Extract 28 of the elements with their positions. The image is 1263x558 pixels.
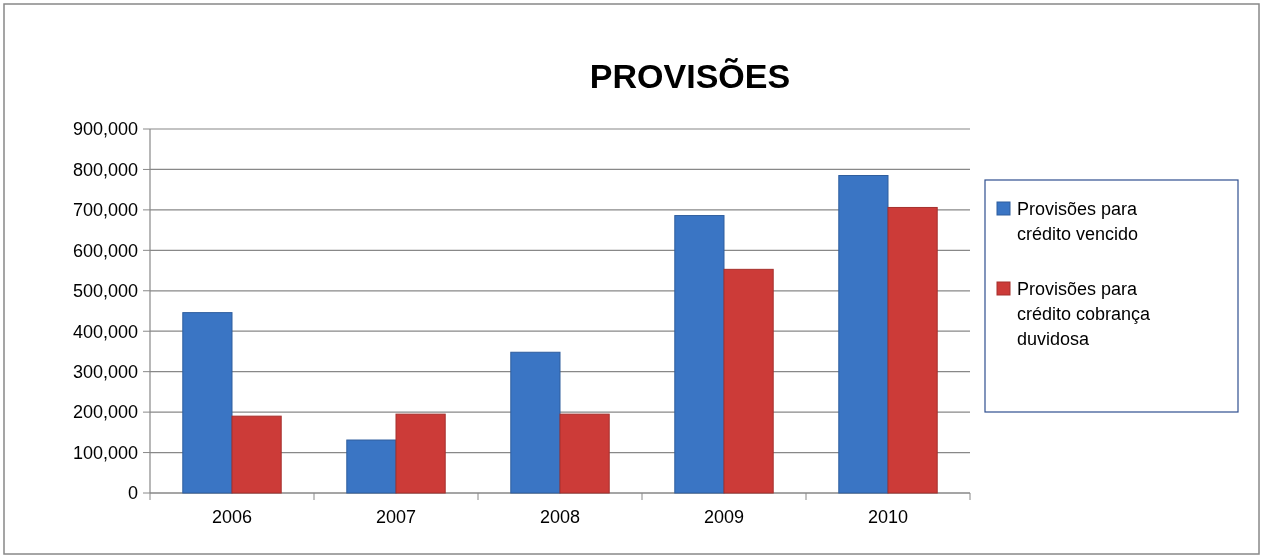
bar (559, 413, 610, 494)
y-tick-label: 900,000 (72, 119, 138, 140)
bar (231, 415, 282, 494)
chart-title: PROVISÕES (589, 57, 791, 95)
y-tick-label: 200,000 (72, 402, 138, 423)
bar (887, 206, 938, 494)
bar (395, 413, 446, 494)
y-tick-label: 300,000 (72, 361, 138, 382)
x-tick-label: 2008 (539, 507, 581, 527)
bar (510, 351, 561, 494)
y-tick-label: 100,000 (72, 442, 138, 463)
legend-label: Provisões para crédito vencido (1017, 199, 1139, 244)
y-tick-label: 800,000 (72, 159, 138, 180)
bar (723, 268, 774, 494)
x-tick-label: 2006 (211, 507, 253, 527)
legend-label: Provisões para crédito cobrança duvidosa (1017, 279, 1152, 349)
bar (674, 215, 725, 494)
y-tick-label: 500,000 (72, 281, 138, 302)
bar (346, 439, 397, 494)
x-tick-label: 2010 (867, 507, 909, 527)
y-tick-label: 400,000 (72, 321, 138, 342)
y-tick-label: 0 (127, 483, 138, 504)
x-tick-label: 2009 (703, 507, 745, 527)
y-tick-label: 600,000 (72, 240, 138, 261)
bar (838, 175, 889, 494)
x-tick-label: 2007 (375, 507, 417, 527)
bar (182, 312, 233, 494)
y-tick-label: 700,000 (72, 200, 138, 221)
